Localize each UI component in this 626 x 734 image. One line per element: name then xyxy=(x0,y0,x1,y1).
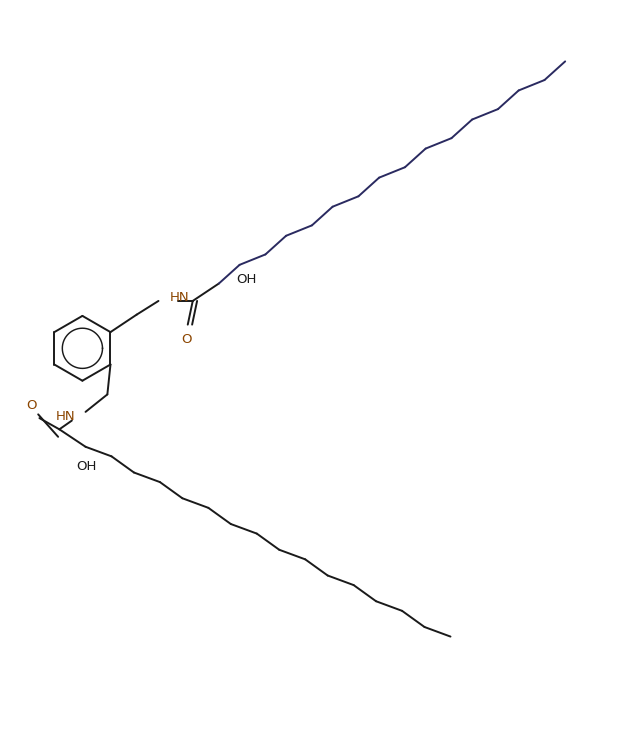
Text: HN: HN xyxy=(170,291,189,304)
Text: OH: OH xyxy=(237,273,257,286)
Text: O: O xyxy=(182,333,192,346)
Text: OH: OH xyxy=(76,460,97,473)
Text: HN: HN xyxy=(56,410,76,424)
Text: O: O xyxy=(27,399,37,412)
